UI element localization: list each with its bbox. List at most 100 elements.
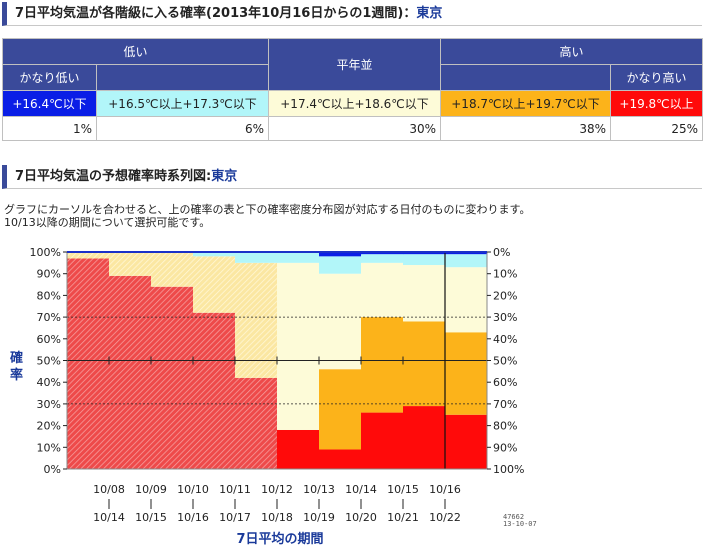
range-very-high: +19.8℃以上 [610, 90, 704, 117]
bar-segment-低い[interactable] [361, 254, 404, 263]
very-low-header: かなり低い [2, 64, 97, 91]
bar-segment-かなり低い[interactable] [319, 252, 362, 257]
bar-segment-平年並[interactable] [403, 265, 446, 322]
period-end-label[interactable]: 10/15 [135, 511, 167, 524]
bar-segment-低い[interactable] [193, 252, 236, 257]
period-end-label[interactable]: 10/20 [345, 511, 377, 524]
range-high: +18.7℃以上+19.7℃以下 [440, 90, 612, 117]
period-start-label[interactable]: 10/11 [219, 483, 251, 496]
bar-segment-平年並[interactable] [319, 273, 362, 370]
bar-segment-かなり高い[interactable] [361, 412, 404, 469]
bar-segment-かなり高い[interactable] [151, 286, 194, 469]
bar-segment-かなり高い[interactable] [109, 275, 152, 469]
bar-segment-かなり高い[interactable] [319, 449, 362, 469]
bar-segment-かなり低い[interactable] [361, 252, 404, 255]
range-very-low: +16.4℃以下 [2, 90, 97, 117]
range-normal: +17.4℃以上+18.6℃以下 [268, 90, 442, 117]
section-title: 7日平均気温の予想確率時系列図: [15, 169, 212, 184]
bar-segment-かなり高い[interactable] [193, 312, 236, 469]
period-start-label[interactable]: 10/15 [387, 483, 419, 496]
right-tick-label: 100% [493, 463, 524, 476]
bar-segment-かなり高い[interactable] [235, 377, 278, 469]
percent-normal: 30% [268, 116, 442, 141]
bar-segment-高い[interactable] [361, 317, 404, 413]
right-tick-label: 70% [493, 398, 517, 411]
right-tick-label: 40% [493, 333, 517, 346]
period-start-label[interactable]: 10/12 [261, 483, 293, 496]
bar-segment-低い[interactable] [277, 252, 320, 263]
right-tick-label: 90% [493, 441, 517, 454]
period-start-label[interactable]: 10/14 [345, 483, 377, 496]
percent-low: 6% [95, 116, 270, 141]
left-tick-label: 100% [30, 246, 61, 259]
bar-segment-低い[interactable] [319, 256, 362, 274]
right-tick-label: 60% [493, 376, 517, 389]
left-tick-label: 50% [37, 355, 61, 368]
section-header-probability: 7日平均気温が各階級に入る確率(2013年10月16日からの1週間)：東京 [2, 2, 702, 26]
location-link[interactable]: 東京 [416, 6, 443, 21]
group-normal-header: 平年並 [268, 38, 442, 91]
probability-table: 低い 平年並 高い かなり低い かなり高い +16.4℃以下 +16.5℃以上+… [1, 38, 704, 141]
bar-segment-平年並[interactable] [445, 267, 488, 333]
bar-segment-かなり高い[interactable] [445, 414, 488, 469]
bar-segment-高い[interactable] [319, 369, 362, 450]
right-tick-label: 30% [493, 311, 517, 324]
bar-segment-平年並[interactable] [67, 252, 110, 259]
percent-high: 38% [440, 116, 612, 141]
probability-timeseries-chart[interactable]: 100% 90% 80% 70% 60% 50% 40% 30% 20% 10% 0% 0% 10% 2… [0, 238, 704, 547]
x-axis-label: 7日平均の期間 [236, 531, 323, 547]
bar-segment-高い[interactable] [445, 332, 488, 415]
instruction-line: グラフにカーソルを合わせると、上の確率の表と下の確率密度分布図が対応する日付のも… [4, 203, 531, 216]
bar-segment-平年並[interactable] [361, 262, 404, 318]
bar-segment-低い[interactable] [403, 254, 446, 266]
period-end-label[interactable]: 10/18 [261, 511, 293, 524]
bar-segment-かなり高い[interactable] [403, 406, 446, 469]
left-tick-label: 30% [37, 398, 61, 411]
period-start-label[interactable]: 10/13 [303, 483, 335, 496]
left-tick-label: 90% [37, 268, 61, 281]
bar-segment-かなり低い[interactable] [403, 252, 446, 255]
instruction-text: グラフにカーソルを合わせると、上の確率の表と下の確率密度分布図が対応する日付のも… [4, 203, 530, 229]
period-end-label[interactable]: 10/14 [93, 511, 125, 524]
bar-segment-平年並[interactable] [277, 262, 320, 430]
period-start-label[interactable]: 10/09 [135, 483, 167, 496]
period-end-label[interactable]: 10/22 [429, 511, 461, 524]
y-axis-label: 確率 [10, 350, 23, 383]
percent-very-high: 25% [610, 116, 704, 141]
bar-segment-平年並[interactable] [235, 262, 278, 378]
period-end-label[interactable]: 10/21 [387, 511, 419, 524]
left-tick-label: 40% [37, 376, 61, 389]
chart-bars[interactable] [67, 252, 488, 469]
bar-segment-平年並[interactable] [151, 252, 194, 287]
left-tick-label: 20% [37, 420, 61, 433]
bar-segment-平年並[interactable] [109, 252, 152, 276]
period-start-label[interactable]: 10/16 [429, 483, 461, 496]
period-start-label[interactable]: 10/08 [93, 483, 125, 496]
bar-segment-高い[interactable] [403, 321, 446, 407]
instruction-line: 10/13以降の期間について選択可能です。 [4, 216, 211, 229]
period-end-label[interactable]: 10/19 [303, 511, 335, 524]
percent-very-low: 1% [2, 116, 97, 141]
location-link[interactable]: 東京 [211, 169, 238, 184]
right-tick-label: 20% [493, 289, 517, 302]
bar-segment-低い[interactable] [235, 252, 278, 263]
section-header-timeseries: 7日平均気温の予想確率時系列図:東京 [2, 165, 702, 189]
bar-segment-かなり高い[interactable] [277, 429, 320, 469]
left-tick-label: 0% [44, 463, 61, 476]
period-end-label[interactable]: 10/16 [177, 511, 209, 524]
bar-segment-かなり高い[interactable] [67, 258, 110, 469]
left-tick-label: 70% [37, 311, 61, 324]
x-axis-ticks: 10/08 10/14 10/09 10/15 10/10 10/16 10/11 10/17… [93, 483, 461, 524]
right-tick-label: 10% [493, 268, 517, 281]
bar-segment-低い[interactable] [445, 254, 488, 268]
period-start-label[interactable]: 10/10 [177, 483, 209, 496]
very-high-header: かなり高い [610, 64, 704, 91]
low-subheader-blank [95, 64, 270, 91]
bar-segment-平年並[interactable] [193, 256, 236, 313]
range-low: +16.5℃以上+17.3℃以下 [95, 90, 270, 117]
right-axis-ticks: 0% 10% 20% 30% 40% 50% 60% 70% 80% 90% 100% [487, 246, 524, 476]
right-tick-label: 0% [493, 246, 510, 259]
bar-segment-かなり低い[interactable] [445, 252, 488, 255]
right-tick-label: 50% [493, 355, 517, 368]
period-end-label[interactable]: 10/17 [219, 511, 251, 524]
